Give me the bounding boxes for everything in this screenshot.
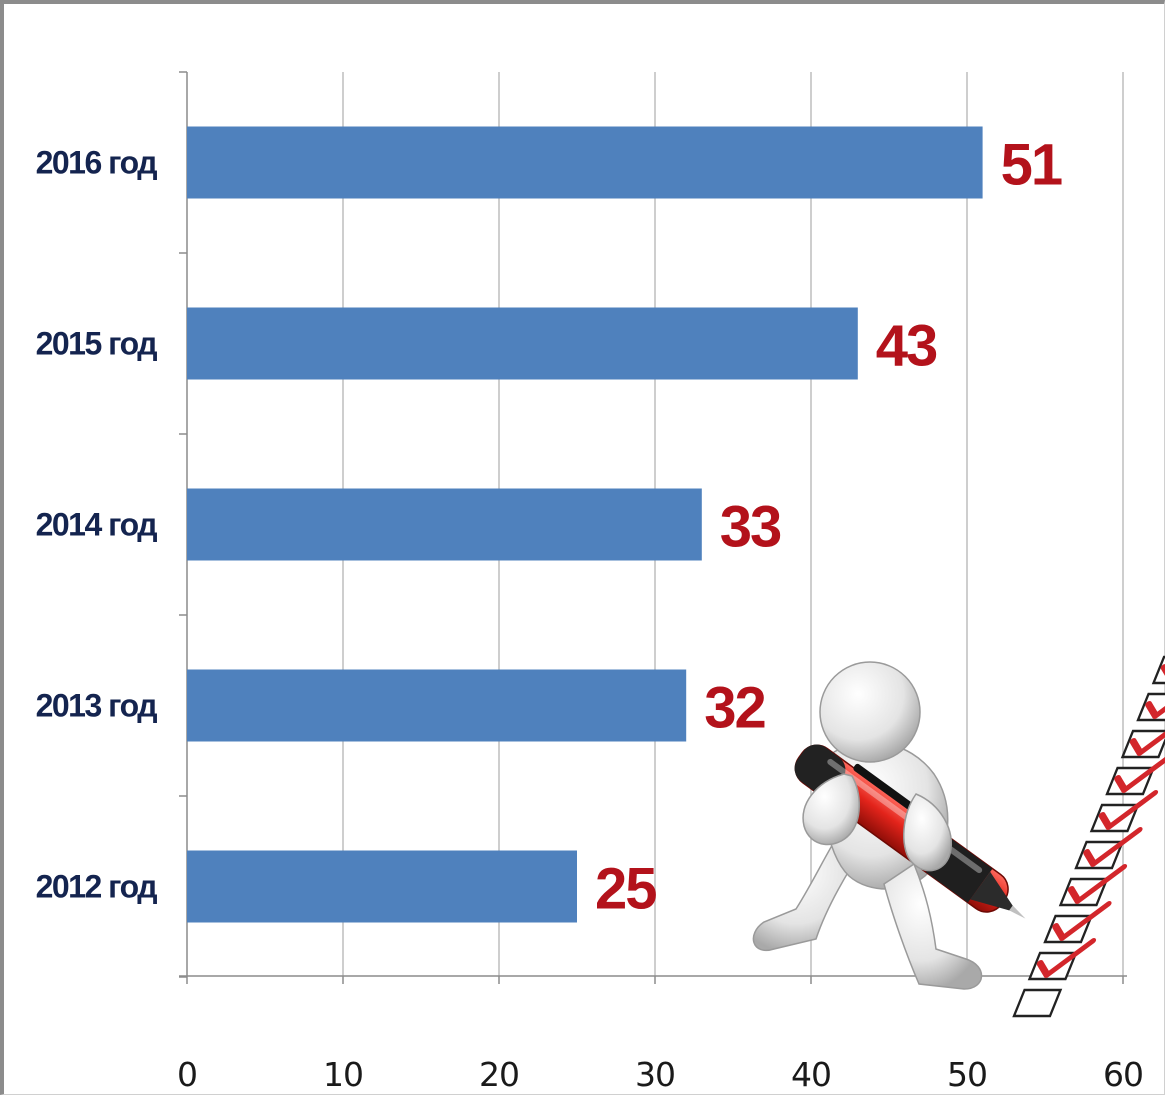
checkbox-icon bbox=[1107, 756, 1165, 794]
x-tick-label: 60 bbox=[1103, 1055, 1143, 1094]
x-tick-label: 10 bbox=[323, 1055, 363, 1094]
category-label: 2015 год bbox=[36, 326, 158, 362]
bar bbox=[187, 670, 686, 742]
category-label: 2014 год bbox=[36, 507, 158, 543]
x-tick-label: 50 bbox=[947, 1055, 987, 1094]
category-label: 2016 год bbox=[36, 145, 158, 181]
data-label: 51 bbox=[1001, 133, 1062, 198]
checkbox-icon bbox=[1030, 941, 1093, 979]
checkbox-icon bbox=[1045, 904, 1108, 942]
checkbox-icon bbox=[1138, 682, 1165, 720]
x-tick-label: 40 bbox=[791, 1055, 831, 1094]
data-label: 32 bbox=[704, 676, 765, 741]
x-tick-label: 30 bbox=[635, 1055, 675, 1094]
3d-person-with-pen-icon bbox=[753, 662, 1041, 989]
bar-chart: 2016 год 2015 год 2014 год 2013 год 2012 год… bbox=[4, 4, 1165, 1099]
checkbox-icon bbox=[1154, 645, 1165, 683]
x-tick-label: 20 bbox=[479, 1055, 519, 1094]
data-label: 25 bbox=[595, 857, 656, 922]
data-label: 43 bbox=[876, 314, 937, 379]
bar bbox=[187, 489, 702, 561]
bar bbox=[187, 851, 577, 923]
tick-labels: 0 10 20 30 40 50 60 bbox=[177, 1055, 1143, 1094]
checklist-icon bbox=[1014, 645, 1165, 1016]
category-label: 2013 год bbox=[36, 688, 158, 724]
bar bbox=[187, 127, 983, 199]
x-tick-label: 0 bbox=[177, 1055, 197, 1094]
checkbox-icon bbox=[1061, 867, 1124, 905]
bar bbox=[187, 308, 858, 380]
checkbox-icon bbox=[1123, 719, 1165, 757]
checkbox-icon bbox=[1014, 990, 1061, 1016]
category-label: 2012 год bbox=[36, 869, 158, 905]
category-labels: 2016 год 2015 год 2014 год 2013 год 2012 год bbox=[36, 145, 158, 905]
data-label: 33 bbox=[720, 495, 781, 560]
checkbox-icon bbox=[1076, 830, 1139, 868]
